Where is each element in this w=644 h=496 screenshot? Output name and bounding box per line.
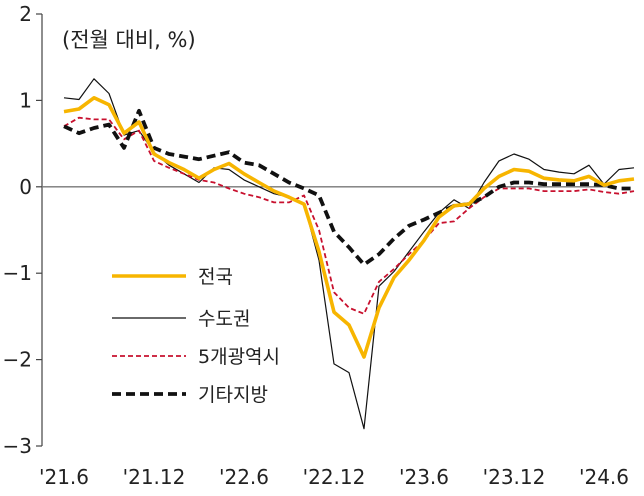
axes — [41, 14, 614, 446]
x-tick-label: '21.12 — [123, 465, 186, 489]
legend-label: 전국 — [198, 266, 233, 288]
series-line-4 — [63, 108, 634, 267]
x-tick-labels: '21.6 '21.12 '22.6 '22.12 '23.6 '23.12 '24.6 — [39, 465, 629, 489]
x-tick-label: '21.6 — [39, 465, 89, 489]
x-tick-label: '23.12 — [483, 465, 546, 489]
y-tick-labels: 2 1 0 −1 −2 −3 — [3, 2, 42, 458]
y-tick-label: −3 — [3, 434, 32, 458]
y-tick-label: −1 — [3, 261, 32, 285]
series-line-2 — [63, 78, 635, 430]
x-tick-label: '22.6 — [219, 465, 269, 489]
series-line-1 — [63, 96, 635, 359]
legend-label: 기타지방 — [198, 384, 268, 406]
y-tick-label: −2 — [3, 348, 32, 372]
y-tick-label: 1 — [19, 88, 32, 112]
x-tick-label: '24.6 — [579, 465, 629, 489]
y-tick-label: 0 — [19, 175, 32, 199]
y-tick-label: 2 — [19, 2, 32, 26]
legend-label: 5개광역시 — [198, 346, 280, 368]
series-line-3 — [63, 116, 635, 315]
unit-label: (전월 대비, %) — [62, 28, 196, 52]
series-lines — [63, 78, 635, 430]
legend-label: 수도권 — [198, 308, 250, 330]
x-tick-label: '23.6 — [399, 465, 449, 489]
x-tick-label: '22.12 — [303, 465, 366, 489]
